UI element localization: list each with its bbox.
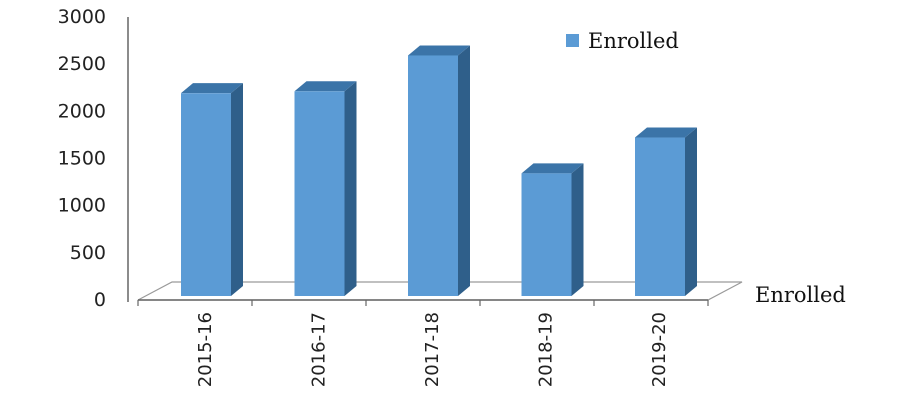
- y-tick-label: 2000: [58, 100, 106, 122]
- bar-front: [294, 91, 345, 297]
- category-label: 2019-20: [649, 312, 670, 387]
- bar-top: [181, 83, 243, 94]
- bar-side: [231, 83, 243, 296]
- bar-side: [685, 127, 697, 297]
- bar-top: [635, 127, 697, 138]
- category-label: 2015-16: [195, 312, 216, 387]
- y-tick-label: 1500: [58, 148, 106, 170]
- bar-2018-19: [521, 163, 584, 296]
- y-tick-label: 0: [94, 289, 106, 311]
- bar-front: [635, 137, 685, 296]
- legend-label: Enrolled: [588, 29, 679, 53]
- bar-side: [344, 81, 357, 297]
- category-label: 2017-18: [422, 312, 443, 387]
- bar-front: [521, 173, 572, 296]
- bar-front: [408, 55, 458, 297]
- y-axis: 0 500 1000 1500 2000 2500 3000: [58, 6, 129, 311]
- bar-front: [181, 93, 231, 296]
- y-tick-labels: 0 500 1000 1500 2000 2500 3000: [58, 6, 106, 311]
- y-tick-label: 500: [70, 242, 106, 264]
- legend: Enrolled: [566, 29, 679, 53]
- category-labels: 2015-16 2016-17 2017-18 2018-19 2019-20: [195, 312, 670, 387]
- bar-2019-20: [635, 127, 697, 297]
- category-label: 2016-17: [309, 312, 330, 387]
- category-label: 2018-19: [536, 312, 557, 387]
- depth-axis-label: Enrolled: [755, 283, 846, 307]
- bar-top: [408, 45, 470, 56]
- bar-2015-16: [181, 83, 243, 296]
- y-tick-label: 2500: [58, 53, 106, 75]
- y-tick-label: 3000: [58, 6, 106, 28]
- bar-2016-17: [294, 81, 357, 297]
- bar-2017-18: [408, 45, 470, 297]
- bar-top: [294, 81, 357, 92]
- bar-top: [521, 163, 584, 174]
- y-tick-label: 1000: [58, 195, 106, 217]
- bars: [181, 45, 697, 297]
- x-tick-marks: [137, 300, 709, 306]
- legend-swatch: [566, 34, 579, 47]
- bar-side: [458, 45, 470, 297]
- bar-side: [571, 163, 584, 296]
